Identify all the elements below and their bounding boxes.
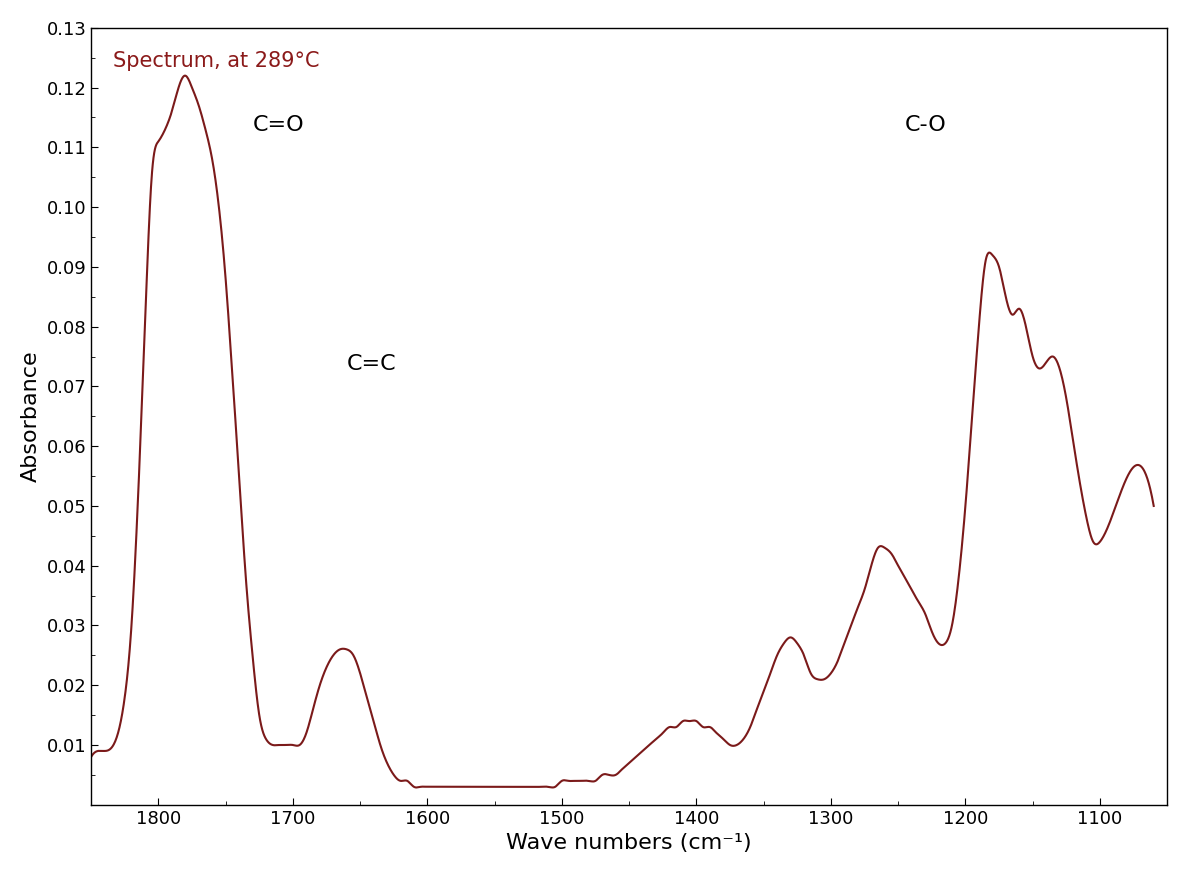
Text: C=C: C=C: [347, 355, 397, 374]
X-axis label: Wave numbers (cm⁻¹): Wave numbers (cm⁻¹): [506, 833, 752, 853]
Text: C=O: C=O: [253, 115, 304, 135]
Text: C-O: C-O: [905, 115, 947, 135]
Text: Spectrum, at 289°C: Spectrum, at 289°C: [113, 52, 320, 71]
Y-axis label: Absorbance: Absorbance: [21, 350, 40, 482]
